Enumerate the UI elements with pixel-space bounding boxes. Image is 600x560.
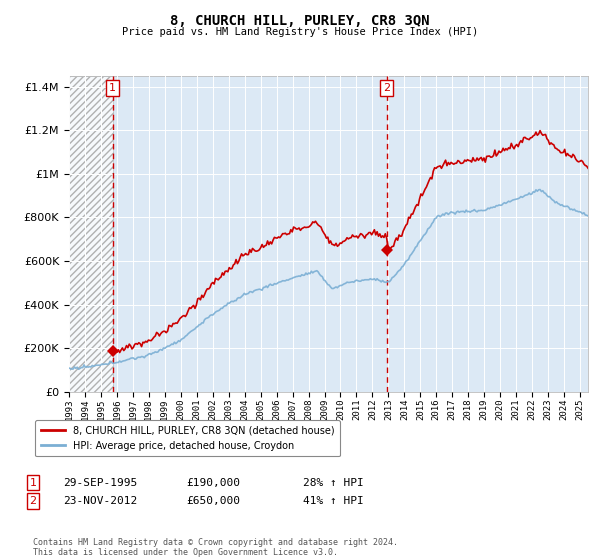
Text: 2: 2 bbox=[383, 83, 391, 94]
Text: 1: 1 bbox=[109, 83, 116, 94]
Text: 29-SEP-1995: 29-SEP-1995 bbox=[63, 478, 137, 488]
Text: 2: 2 bbox=[29, 496, 37, 506]
Legend: 8, CHURCH HILL, PURLEY, CR8 3QN (detached house), HPI: Average price, detached h: 8, CHURCH HILL, PURLEY, CR8 3QN (detache… bbox=[35, 420, 340, 456]
Text: Price paid vs. HM Land Registry's House Price Index (HPI): Price paid vs. HM Land Registry's House … bbox=[122, 27, 478, 37]
Text: 1: 1 bbox=[29, 478, 37, 488]
Text: Contains HM Land Registry data © Crown copyright and database right 2024.
This d: Contains HM Land Registry data © Crown c… bbox=[33, 538, 398, 557]
Text: £190,000: £190,000 bbox=[186, 478, 240, 488]
Bar bbox=[69, 76, 113, 392]
Text: 41% ↑ HPI: 41% ↑ HPI bbox=[303, 496, 364, 506]
Text: 28% ↑ HPI: 28% ↑ HPI bbox=[303, 478, 364, 488]
Text: £650,000: £650,000 bbox=[186, 496, 240, 506]
Text: 8, CHURCH HILL, PURLEY, CR8 3QN: 8, CHURCH HILL, PURLEY, CR8 3QN bbox=[170, 14, 430, 28]
Text: 23-NOV-2012: 23-NOV-2012 bbox=[63, 496, 137, 506]
